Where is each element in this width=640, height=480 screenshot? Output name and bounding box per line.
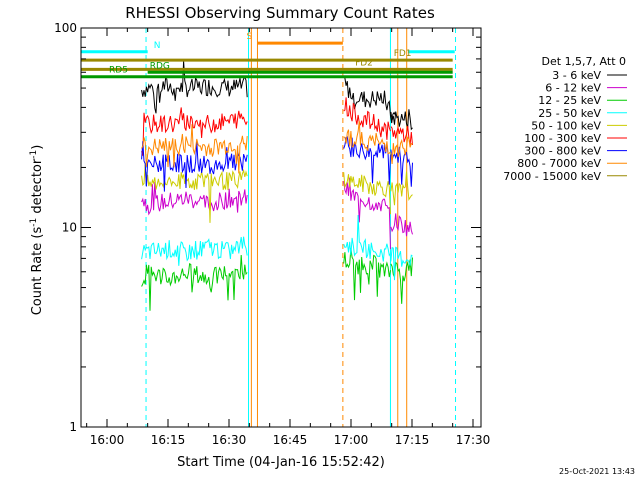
x-tick-label: 16:00 [90,433,125,447]
legend-label: 25 - 50 keV [538,107,601,120]
series-trace [141,60,248,114]
y-axis-label-prefix: Count Rate (s [30,227,45,316]
y-axis-label: Count Rate (s-1 detector-1) [29,145,45,316]
series-trace [141,124,248,174]
y-axis-label-sup1: -1 [29,218,39,227]
flag-label: N [154,41,161,51]
flag-label: FD2 [355,58,373,68]
series-trace [343,177,391,250]
y-axis: 1 10 100 [54,21,481,434]
y-tick-label: 10 [62,221,77,235]
series-trace [343,120,391,155]
legend-label: 12 - 25 keV [538,94,601,107]
x-tick-label: 17:30 [456,433,491,447]
flag-label: FD1 [394,49,412,59]
series-trace [141,107,248,156]
chart-title: RHESSI Observing Summary Count Rates [125,4,435,22]
legend-label: 7000 - 15000 keV [503,170,601,183]
series-trace [390,109,413,131]
x-axis-label: Start Time (04-Jan-16 15:52:42) [177,455,385,470]
x-tick-label: 16:15 [151,433,186,447]
y-tick-label: 1 [69,420,77,434]
y-axis-label-mid: detector [30,158,45,218]
plot-frame [80,27,482,428]
flag-label: S [246,32,252,42]
legend-label: 6 - 12 keV [545,82,601,95]
series-trace [141,164,248,223]
series-trace [343,214,391,262]
series-trace [390,171,413,206]
x-tick-label: 17:00 [334,433,369,447]
x-tick-label: 16:30 [212,433,247,447]
y-axis-label-sup2: -1 [29,150,39,159]
x-tick-label: 17:15 [395,433,430,447]
legend-title: Det 1,5,7, Att 0 [542,55,626,68]
x-axis: 16:00 16:15 16:30 16:45 17:00 17:15 17:30 [86,28,491,447]
legend-label: 300 - 800 keV [524,145,601,158]
series-trace [141,236,248,266]
flag-label: RD5 [109,66,128,76]
series-trace [390,146,413,187]
y-axis-label-suffix: ) [30,145,45,150]
series-trace [390,213,413,237]
legend-label: 50 - 100 keV [531,119,601,132]
series-trace [343,97,391,140]
series-trace [343,172,391,215]
series-trace [390,136,413,165]
legend-label: 3 - 6 keV [552,69,601,82]
series-group [141,60,413,311]
legend-label: 800 - 7000 keV [517,157,601,170]
event-markers [145,28,457,427]
flag-bars: N S FD1 FD2 RD5 RDG [81,32,455,79]
series-trace [390,125,413,146]
flag-label: RDG [150,61,170,71]
series-trace [141,254,248,311]
series-trace [141,141,248,192]
footer-timestamp: 25-Oct-2021 13:43 [559,467,635,476]
series-trace [141,181,248,216]
y-tick-label: 100 [54,21,77,35]
x-tick-label: 16:45 [273,433,308,447]
legend-label: 100 - 300 keV [524,132,601,145]
series-trace [390,246,413,281]
series-trace [343,76,396,124]
